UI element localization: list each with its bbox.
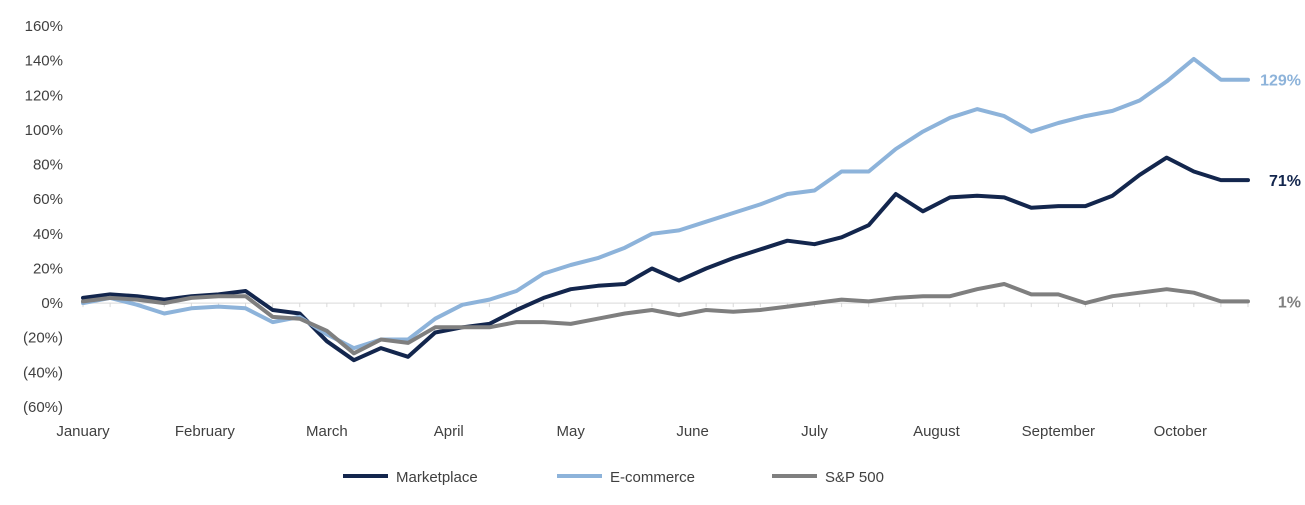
gridlines	[82, 302, 1249, 308]
y-tick-label: (20%)	[23, 330, 63, 347]
y-tick-label: 120%	[25, 87, 63, 104]
x-axis-ticks: January February March April May June July Augu…	[56, 423, 1207, 440]
x-tick-label: June	[676, 423, 709, 440]
x-tick-label: July	[801, 423, 828, 440]
x-tick-label: March	[306, 423, 348, 440]
y-tick-label: (60%)	[23, 399, 63, 416]
series-lines	[81, 56, 1250, 363]
legend-label: Marketplace	[396, 469, 478, 486]
end-label: 1%	[1278, 294, 1301, 311]
y-tick-label: 100%	[25, 122, 63, 139]
series-line-s-p-500	[81, 282, 1250, 356]
y-tick-label: (40%)	[23, 364, 63, 381]
y-axis-ticks: 160% 140% 120% 100% 80% 60% 40% 20% 0% (20%) (40%)…	[23, 18, 63, 416]
y-tick-label: 140%	[25, 53, 63, 70]
y-tick-label: 60%	[33, 191, 63, 208]
legend: Marketplace E-commerce S&P 500	[343, 469, 884, 486]
y-tick-label: 0%	[41, 295, 63, 312]
series-line-e-commerce	[81, 56, 1250, 351]
x-tick-label: August	[913, 423, 961, 440]
legend-label: E-commerce	[610, 469, 695, 486]
x-tick-label: April	[434, 423, 464, 440]
end-label: 129%	[1260, 73, 1301, 90]
x-tick-label: October	[1154, 423, 1207, 440]
y-tick-label: 40%	[33, 226, 63, 243]
end-label: 71%	[1269, 173, 1301, 190]
x-tick-label: January	[56, 423, 110, 440]
y-tick-label: 160%	[25, 18, 63, 35]
y-tick-label: 20%	[33, 260, 63, 277]
end-labels: 71% 129% 1%	[1260, 73, 1301, 312]
y-tick-label: 80%	[33, 157, 63, 174]
series-line-marketplace	[81, 155, 1250, 363]
x-tick-label: February	[175, 423, 236, 440]
x-tick-label: May	[557, 423, 586, 440]
legend-label: S&P 500	[825, 469, 884, 486]
x-tick-label: September	[1022, 423, 1095, 440]
